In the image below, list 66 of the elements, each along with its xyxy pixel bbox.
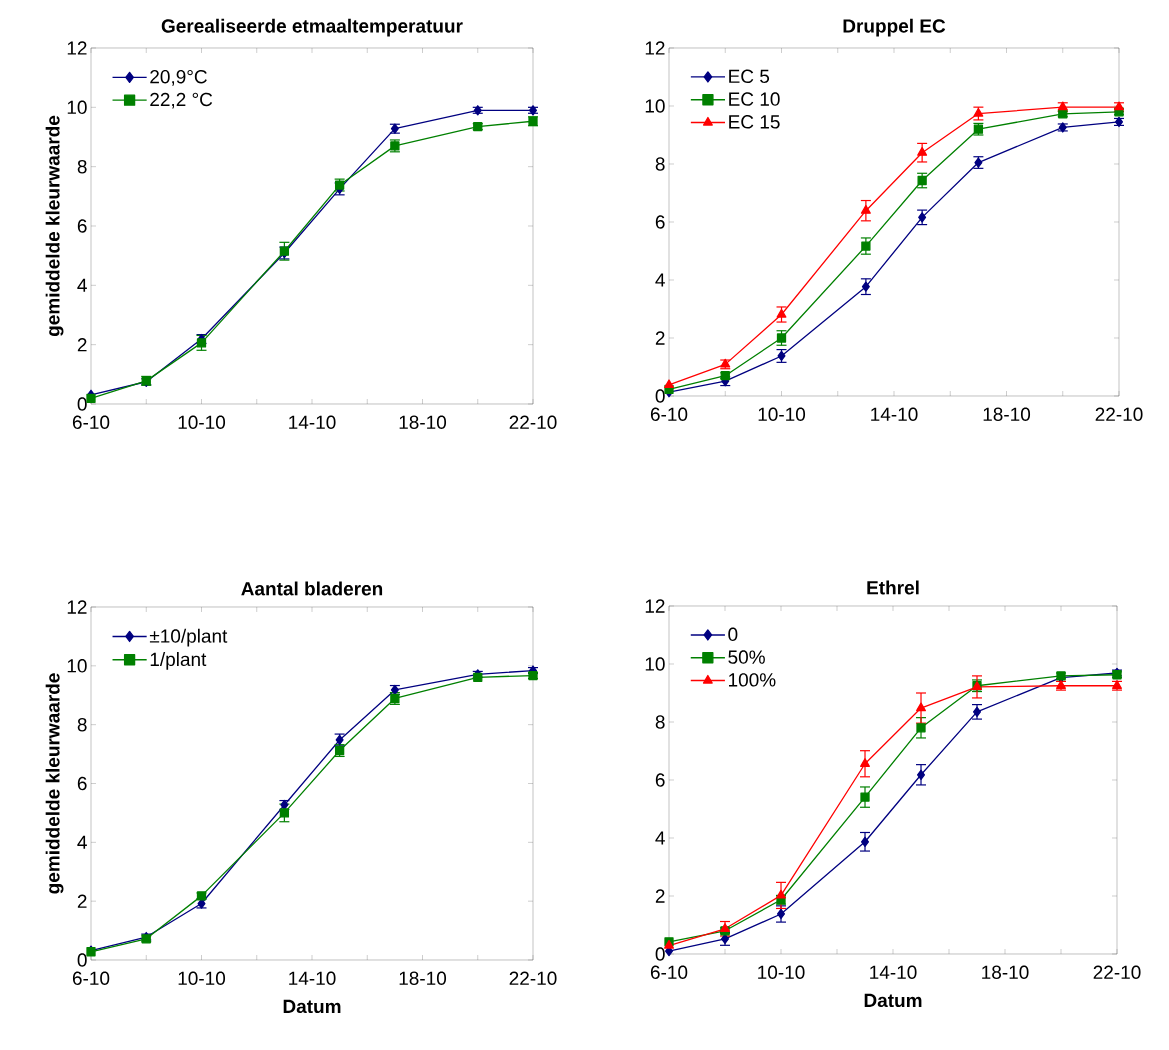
y-tick-label: 4 bbox=[77, 278, 87, 292]
x-axis-title: Datum bbox=[283, 999, 341, 1014]
x-tick-label: 18-10 bbox=[399, 971, 447, 985]
legend-label: 1/plant bbox=[150, 652, 207, 670]
legend-label: ±10/plant bbox=[149, 628, 228, 647]
y-tick-label: 2 bbox=[655, 889, 665, 903]
y-tick-label: 8 bbox=[77, 717, 87, 732]
y-tick-label: 0 bbox=[77, 397, 87, 411]
x-axis-title: Datum bbox=[864, 993, 922, 1008]
y-tick-label: 4 bbox=[655, 273, 665, 287]
x-tick-label: 14-10 bbox=[289, 415, 336, 429]
legend-label: 50% bbox=[728, 650, 765, 664]
x-tick-label: 10-10 bbox=[758, 407, 806, 421]
y-tick-label: 8 bbox=[655, 157, 665, 171]
x-tick-label: 14-10 bbox=[871, 407, 918, 421]
y-tick-label: 0 bbox=[655, 947, 665, 961]
chart-title: Druppel EC bbox=[843, 18, 946, 37]
y-tick-label: 6 bbox=[655, 215, 665, 229]
legend-label: EC 10 bbox=[729, 92, 780, 106]
x-tick-label: 18-10 bbox=[982, 965, 1029, 979]
x-tick-label: 22-10 bbox=[509, 971, 557, 985]
y-tick-label: 2 bbox=[77, 338, 87, 352]
x-tick-label: 22-10 bbox=[1095, 407, 1143, 421]
y-tick-label: 12 bbox=[67, 600, 87, 614]
y-tick-label: 12 bbox=[67, 41, 87, 55]
legend-label: 22,2 °C bbox=[150, 92, 213, 109]
y-axis-title: gemiddelde kleurwaarde bbox=[45, 115, 64, 337]
y-tick-label: 2 bbox=[77, 894, 87, 908]
legend-label: 100% bbox=[729, 673, 776, 687]
y-tick-label: 10 bbox=[645, 657, 665, 671]
y-tick-label: 8 bbox=[655, 715, 665, 729]
chart-title: Aantal bladeren bbox=[241, 581, 383, 596]
y-tick-label: 10 bbox=[67, 659, 87, 673]
x-tick-label: 10-10 bbox=[178, 415, 226, 429]
chart-title: Ethrel bbox=[867, 580, 919, 595]
y-tick-label: 12 bbox=[645, 599, 665, 613]
y-tick-label: 8 bbox=[77, 159, 87, 174]
y-tick-label: 10 bbox=[645, 99, 665, 113]
x-tick-label: 14-10 bbox=[289, 971, 336, 985]
legend-label: EC 15 bbox=[729, 115, 780, 129]
y-tick-label: 4 bbox=[655, 831, 665, 845]
legend-label: 20,9°C bbox=[150, 69, 207, 86]
y-tick-label: 6 bbox=[77, 219, 87, 233]
x-tick-label: 6-10 bbox=[72, 415, 110, 429]
x-tick-label: 18-10 bbox=[399, 415, 447, 429]
legend-label: EC 5 bbox=[729, 69, 770, 84]
x-tick-label: 22-10 bbox=[1093, 965, 1141, 979]
x-tick-label: 14-10 bbox=[870, 965, 917, 979]
x-tick-label: 10-10 bbox=[758, 965, 805, 979]
y-tick-label: 12 bbox=[645, 41, 665, 55]
y-tick-label: 0 bbox=[77, 953, 87, 967]
x-tick-label: 6-10 bbox=[650, 407, 688, 421]
x-tick-label: 18-10 bbox=[983, 407, 1031, 421]
y-tick-label: 6 bbox=[655, 773, 665, 787]
chart-title: Gerealiseerde etmaaltemperatuur bbox=[161, 18, 463, 37]
x-tick-label: 22-10 bbox=[509, 415, 557, 429]
y-tick-label: 2 bbox=[655, 331, 665, 345]
y-tick-label: 4 bbox=[77, 835, 87, 849]
x-tick-label: 6-10 bbox=[72, 971, 110, 985]
y-tick-label: 10 bbox=[67, 100, 87, 115]
y-tick-label: 6 bbox=[77, 776, 87, 791]
y-tick-label: 0 bbox=[655, 389, 665, 403]
y-axis-title: gemiddelde kleurwaarde bbox=[45, 673, 64, 894]
x-tick-label: 10-10 bbox=[178, 971, 226, 985]
x-tick-label: 6-10 bbox=[650, 965, 688, 979]
legend-label: 0 bbox=[728, 627, 738, 642]
